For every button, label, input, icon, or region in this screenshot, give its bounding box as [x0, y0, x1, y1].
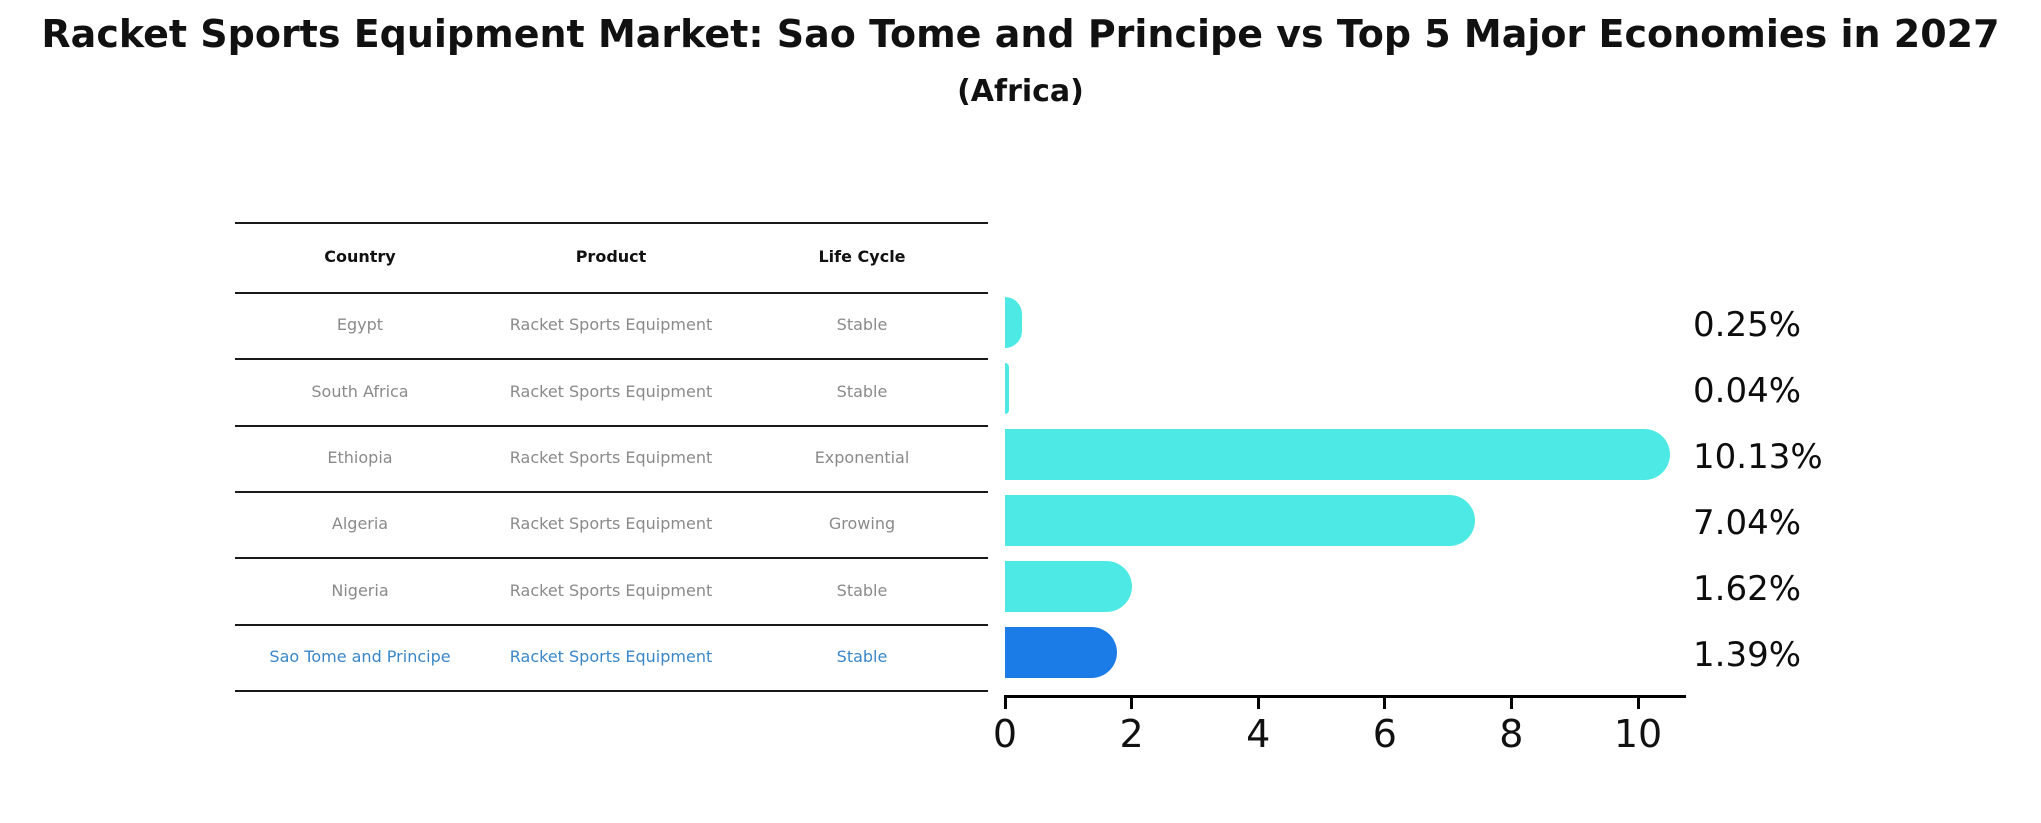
bar-sao-tome-and-principe	[1005, 626, 1117, 678]
table-line	[235, 624, 988, 626]
table-header-product: Product	[575, 247, 647, 266]
bar-egypt	[1005, 296, 1023, 348]
chart-subtitle: (Africa)	[957, 74, 1084, 109]
x-axis-tick-label: 10	[1613, 712, 1663, 756]
table-header-life-cycle: Life Cycle	[818, 247, 906, 266]
x-axis	[1004, 695, 1686, 698]
table-cell-sao-tome-and-principe-product: Racket Sports Equipment	[509, 647, 713, 666]
table-cell-egypt-country: Egypt	[336, 315, 384, 334]
bar-nigeria	[1005, 560, 1132, 612]
x-axis-tick	[1003, 697, 1007, 709]
value-label-egypt: 0.25%	[1693, 305, 1802, 345]
table-line	[235, 491, 988, 493]
x-axis-tick	[1509, 697, 1513, 709]
value-label-south-africa: 0.04%	[1693, 371, 1802, 411]
table-line	[235, 690, 988, 692]
value-label-sao-tome-and-principe: 1.39%	[1693, 635, 1802, 675]
table-cell-egypt-product: Racket Sports Equipment	[509, 315, 713, 334]
bar-ethiopia	[1005, 428, 1671, 480]
table-cell-ethiopia-life-cycle: Exponential	[814, 448, 910, 467]
x-axis-tick-label: 2	[1119, 712, 1144, 756]
x-axis-tick-label: 4	[1246, 712, 1271, 756]
table-cell-south-africa-product: Racket Sports Equipment	[509, 381, 713, 401]
x-axis-tick-label: 6	[1372, 712, 1397, 756]
table-line	[235, 358, 988, 360]
chart-title: Racket Sports Equipment Market: Sao Tome…	[41, 12, 2000, 56]
table-cell-south-africa-life-cycle: Stable	[836, 381, 888, 401]
table-cell-algeria-country: Algeria	[331, 514, 389, 533]
value-label-algeria: 7.04%	[1693, 503, 1802, 543]
x-axis-tick	[1636, 697, 1640, 709]
table-cell-sao-tome-and-principe-country: Sao Tome and Principe	[269, 647, 451, 666]
value-label-ethiopia: 10.13%	[1693, 437, 1823, 477]
table-header-country: Country	[324, 247, 396, 266]
table-cell-nigeria-product: Racket Sports Equipment	[509, 580, 713, 600]
table-cell-sao-tome-and-principe-life-cycle: Stable	[836, 647, 888, 666]
table-line	[235, 557, 988, 559]
table-cell-egypt-life-cycle: Stable	[836, 315, 888, 334]
table-cell-south-africa-country: South Africa	[311, 381, 409, 401]
table-line	[235, 222, 988, 224]
table-cell-nigeria-country: Nigeria	[331, 580, 389, 600]
bar-south-africa	[1005, 362, 1010, 414]
table-line	[235, 292, 988, 294]
x-axis-tick	[1383, 697, 1387, 709]
table-cell-algeria-product: Racket Sports Equipment	[509, 514, 713, 533]
x-axis-tick-label: 0	[992, 712, 1018, 756]
table-cell-nigeria-life-cycle: Stable	[836, 580, 888, 600]
bar-algeria	[1005, 494, 1475, 546]
table-cell-ethiopia-product: Racket Sports Equipment	[509, 448, 713, 467]
table-line	[235, 425, 988, 427]
table-cell-ethiopia-country: Ethiopia	[327, 448, 393, 467]
x-axis-tick	[1256, 697, 1260, 709]
value-label-nigeria: 1.62%	[1693, 569, 1802, 609]
x-axis-tick	[1130, 697, 1134, 709]
x-axis-tick-label: 8	[1499, 712, 1524, 756]
table-cell-algeria-life-cycle: Growing	[828, 514, 896, 533]
